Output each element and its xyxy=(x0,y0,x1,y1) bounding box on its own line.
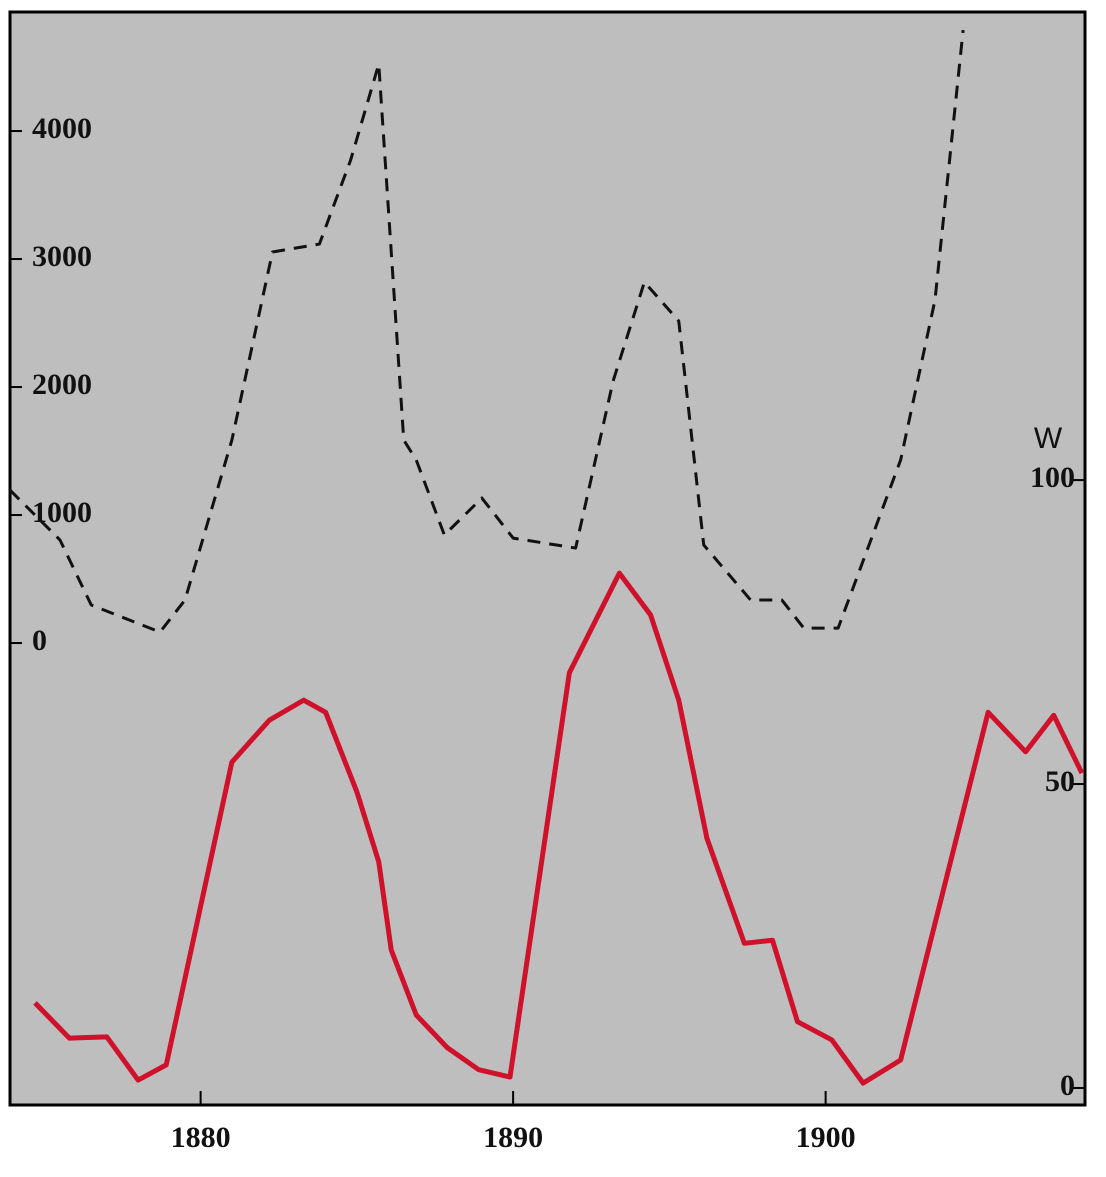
y-tick-label: 4000 xyxy=(32,112,92,145)
y-tick-label: 0 xyxy=(32,624,47,657)
y2-tick-label: 100 xyxy=(1030,461,1075,494)
y-tick-label: 1000 xyxy=(32,496,92,529)
y2-axis-label: W xyxy=(1034,422,1063,455)
y2-tick-label: 50 xyxy=(1045,765,1075,798)
data-line xyxy=(8,29,965,634)
x-tick-label: 1900 xyxy=(796,1121,856,1154)
y2-tick-label: 0 xyxy=(1060,1069,1075,1102)
x-tick-label: 1890 xyxy=(483,1121,543,1154)
data-line xyxy=(33,570,1085,1086)
plot-area xyxy=(8,10,1087,1107)
x-tick-label: 1880 xyxy=(171,1121,231,1154)
y-tick-label: 3000 xyxy=(32,240,92,273)
y-tick-label: 2000 xyxy=(32,368,92,401)
